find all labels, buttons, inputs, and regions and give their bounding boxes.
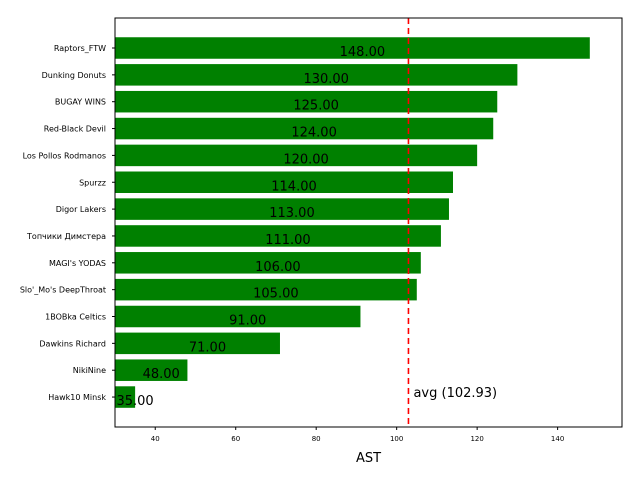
x-axis-ticks: 40 60 80 100 120 140 [151,427,564,443]
y-tick-label: Spurzz [79,178,106,187]
bar-value-label: 114.00 [271,179,317,194]
bar [115,90,498,113]
bar [115,359,188,381]
average-label: avg (102.93) [413,386,497,401]
y-axis-ticks: Raptors_FTW Dunking Donuts BUGAY WINS Red-B… [20,44,115,402]
bar [115,117,494,140]
bar [115,37,590,59]
bar [115,198,449,220]
bar-value-label: 71.00 [189,340,226,355]
bar-value-label: 48.00 [143,367,180,382]
y-tick-label: NikiNine [73,366,106,375]
plot-frame [114,17,623,428]
bar-value-label: 130.00 [303,72,349,87]
x-axis-label: AST [356,451,381,466]
bars-group [115,37,590,408]
bar [115,252,421,274]
bar-value-label: 148.00 [340,45,386,60]
y-tick-label: Dawkins Richard [39,339,106,348]
x-tick-label: 40 [151,435,160,443]
bar-value-label: 120.00 [283,152,329,167]
y-tick-label: 1BOBka Celtics [45,313,106,322]
bar [115,332,280,355]
y-tick-label: Dunking Donuts [42,71,106,80]
y-tick-label: Digor Lakers [56,205,106,214]
bar-value-label: 125.00 [293,99,339,114]
bar-labels-group: 148.00 130.00 125.00 124.00 120.00 114.00 113.… [116,45,385,409]
x-tick-label: 120 [470,435,483,443]
y-tick-label: Hawk10 Minsk [48,393,106,402]
bar [115,386,136,408]
bar [115,278,417,301]
bar-value-label: 35.00 [116,394,153,409]
y-tick-label: Los Pollos Rodmanos [23,151,106,160]
bar [115,171,453,193]
bar-value-label: 91.00 [229,314,266,329]
x-tick-label: 140 [551,435,564,443]
bar [115,225,441,247]
bar-value-label: 111.00 [265,233,311,248]
bar [115,64,518,86]
bar-value-label: 113.00 [269,206,315,221]
bar [115,144,478,167]
bar-value-label: 106.00 [255,260,301,275]
bar [115,305,361,328]
bar-value-label: 105.00 [253,287,299,302]
y-tick-label: Raptors_FTW [54,44,106,53]
x-tick-label: 80 [312,435,321,443]
x-tick-label: 100 [390,435,403,443]
bar-value-label: 124.00 [291,126,337,141]
y-tick-label: Slo'_Mo's DeepThroat [20,286,106,295]
y-tick-label: MAGI's YODAS [49,259,106,268]
x-tick-label: 60 [231,435,240,443]
y-tick-label: BUGAY WINS [55,98,106,107]
y-tick-label: Red-Black Devil [44,125,106,134]
y-tick-label: Топчики Димстера [26,232,106,241]
